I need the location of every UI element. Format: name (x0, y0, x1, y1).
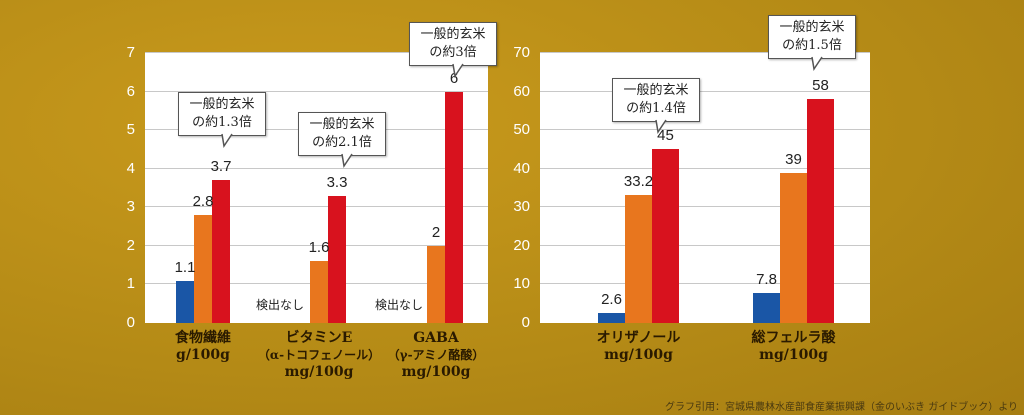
callout-line: 一般的玄米 (779, 20, 845, 35)
value-label: 7.8 (756, 270, 777, 288)
value-label: 1.1 (174, 258, 196, 276)
category-line: ビタミンE (285, 330, 353, 346)
callout-line: の約3倍 (429, 45, 477, 60)
callout-line: 一般的玄米 (309, 117, 375, 132)
callout: 一般的玄米の約1.4倍 (612, 78, 700, 134)
gridline (540, 52, 870, 53)
gridline (145, 244, 488, 246)
gridline (145, 167, 488, 169)
y-tick-label: 3 (126, 198, 135, 216)
source-note: グラフ引用：宮城県農林水産部食産業振興課（金のいぶき ガイドブック）より (665, 402, 1018, 413)
category-line: mg/100g (401, 364, 471, 380)
category-line: （α-トコフェノール） (257, 348, 381, 362)
value-label: 3.3 (326, 173, 348, 191)
callout: 一般的玄米の約1.5倍 (768, 15, 856, 71)
callout-line: 一般的玄米 (420, 27, 486, 42)
category-label: 総フェルラ酸 mg/100g (724, 330, 864, 364)
value-label: 2.8 (192, 193, 214, 210)
category-label: ビタミンE （α-トコフェノール） mg/100g (249, 330, 389, 381)
callout: 一般的玄米の約1.3倍 (178, 92, 266, 148)
y-tick-label: 1 (126, 275, 135, 293)
callout-line: の約1.5倍 (782, 38, 842, 53)
gridline (540, 206, 870, 208)
y-tick-label: 2 (126, 236, 135, 254)
callout-tail (811, 56, 823, 71)
value-label: 2 (431, 223, 441, 241)
value-label: 58 (812, 77, 829, 95)
y-tick-label: 10 (513, 275, 530, 293)
category-label: 食物繊維 g/100g (133, 330, 273, 364)
bar-red (328, 195, 346, 323)
y-tick-label: 60 (513, 82, 530, 100)
callout-line: 一般的玄米 (623, 83, 689, 98)
y-tick-label: 4 (126, 159, 135, 177)
gridline (540, 90, 870, 92)
bar-orange (310, 261, 328, 323)
callout-tail (452, 63, 464, 78)
gridline (540, 167, 870, 169)
callout-line: の約1.4倍 (626, 101, 686, 116)
y-tick-label: 7 (126, 44, 135, 61)
value-label: 39 (785, 150, 802, 168)
bar-blue (753, 292, 780, 323)
value-label: 3.7 (210, 158, 232, 176)
y-tick-label: 70 (513, 44, 530, 61)
gridline (540, 129, 870, 131)
category-line: （γ-アミノ酪酸） (387, 348, 485, 362)
value-label: 1.6 (308, 239, 330, 257)
category-line: mg/100g (284, 364, 354, 380)
callout-tail (655, 119, 667, 134)
category-line: 食物繊維 (175, 330, 231, 346)
value-label: 33.2 (623, 172, 654, 190)
callout-tail (341, 153, 353, 168)
gridline (145, 206, 488, 208)
bar-orange (427, 245, 445, 323)
value-label: 2.6 (601, 290, 622, 308)
category-label: GABA （γ-アミノ酪酸） mg/100g (366, 330, 506, 381)
category-line: g/100g (176, 347, 230, 363)
gridline (540, 244, 870, 246)
callout-line: の約2.1倍 (312, 135, 372, 150)
category-line: 総フェルラ酸 (751, 330, 836, 346)
y-tick-label: 0 (521, 314, 530, 331)
no-data-label: 検出なし (256, 298, 305, 312)
no-data-label: 検出なし (375, 298, 424, 312)
callout-line: 一般的玄米 (189, 97, 255, 112)
y-tick-label: 20 (513, 236, 530, 254)
callout-line: の約1.3倍 (192, 115, 252, 130)
gridline (145, 52, 488, 53)
callout: 一般的玄米の約3倍 (409, 22, 497, 78)
chart-panel (145, 52, 488, 323)
category-line: オリザノール (596, 330, 681, 346)
y-tick-label: 40 (513, 159, 530, 177)
bar-blue (598, 312, 625, 323)
bar-orange (625, 194, 652, 323)
bar-orange (780, 172, 807, 323)
y-tick-label: 0 (126, 314, 135, 331)
bar-red (652, 149, 679, 323)
gridline (540, 283, 870, 285)
value-label: 45 (657, 127, 674, 145)
bar-red (212, 180, 230, 323)
y-tick-label: 5 (126, 121, 135, 139)
gridline (145, 90, 488, 92)
category-line: mg/100g (604, 347, 673, 363)
callout: 一般的玄米の約2.1倍 (298, 112, 386, 168)
bar-blue (176, 280, 194, 323)
y-tick-label: 50 (513, 121, 530, 139)
category-line: GABA (413, 330, 459, 346)
y-tick-label: 6 (126, 82, 135, 100)
bar-red (807, 99, 834, 323)
value-label: 6 (449, 69, 459, 87)
bar-red (445, 91, 463, 323)
category-label: オリザノール mg/100g (569, 330, 709, 364)
chart-panel (540, 52, 870, 323)
callout-tail (221, 133, 233, 148)
bar-orange (194, 215, 212, 323)
y-tick-label: 30 (513, 198, 530, 216)
category-line: mg/100g (759, 347, 828, 363)
